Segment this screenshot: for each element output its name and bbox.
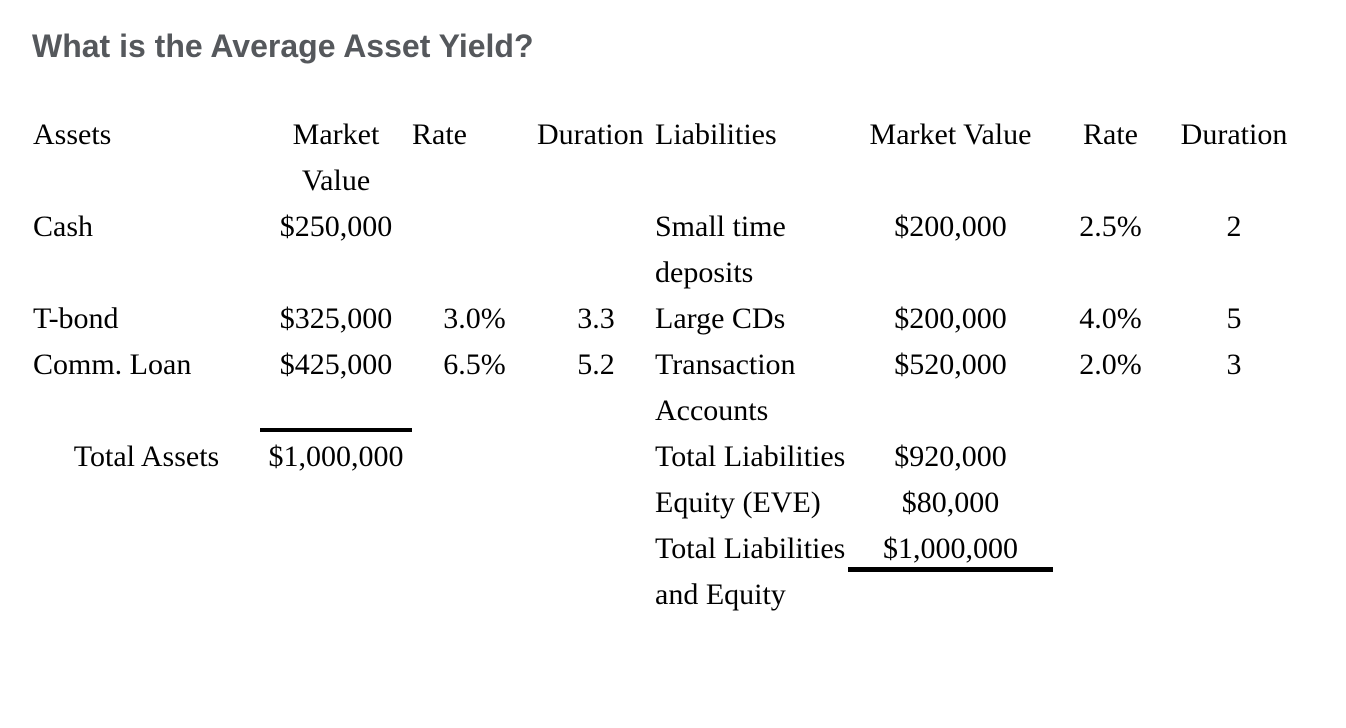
empty-cell: [1053, 480, 1168, 526]
empty-cell: [1168, 526, 1300, 618]
empty-cell: [260, 526, 412, 618]
empty-cell: [1053, 526, 1168, 618]
total-liab-equity-value-cell: $1,000,000: [883, 532, 1018, 565]
empty-cell: [537, 526, 655, 618]
assets-market-value-column-header: Market Value: [292, 118, 380, 197]
liability-rate-cell: 2.0%: [1079, 348, 1142, 381]
assets-duration-column-header: Duration: [537, 118, 644, 151]
empty-cell: [537, 480, 655, 526]
liabilities-column-header: Liabilities: [655, 118, 777, 151]
empty-cell: [33, 526, 260, 618]
liabilities-market-value-column-header: Market Value: [869, 118, 1032, 151]
liability-duration-cell: 2: [1226, 210, 1242, 243]
total-liabilities-value-cell: $920,000: [894, 440, 1007, 473]
empty-cell: [1168, 480, 1300, 526]
assets-column-header: Assets: [33, 118, 112, 151]
asset-name-cell: Comm. Loan: [33, 348, 192, 381]
liability-duration-cell: 3: [1226, 348, 1242, 381]
total-assets-value-cell: $1,000,000: [268, 440, 404, 473]
liability-name-cell: Small time deposits: [655, 210, 786, 289]
table-row-total-liab-equity: Total Liabilities and Equity $1,000,000: [33, 526, 1300, 618]
empty-cell: [412, 480, 537, 526]
empty-cell: [260, 480, 412, 526]
empty-cell: [412, 434, 537, 480]
liability-name-cell: Transaction Accounts: [655, 348, 796, 427]
empty-cell: [1053, 434, 1168, 480]
empty-cell: [537, 434, 655, 480]
page-title: What is the Average Asset Yield?: [32, 28, 534, 65]
asset-rate-cell: 6.5%: [443, 348, 506, 381]
total-liab-equity-label-cell: Total Liabilities and Equity: [655, 532, 846, 611]
balance-sheet-table: Assets Market Value Rate Duration Liabil…: [33, 112, 1300, 618]
equity-value-cell: $80,000: [901, 486, 1000, 519]
total-assets-label-cell: Total Assets: [73, 440, 220, 473]
liability-market-value-cell: $520,000: [894, 348, 1007, 381]
assets-rate-column-header: Rate: [412, 118, 467, 151]
liability-rate-cell: 4.0%: [1079, 302, 1142, 335]
asset-market-value-cell: $425,000: [279, 348, 393, 381]
asset-duration-cell: 5.2: [577, 348, 615, 381]
liabilities-duration-column-header: Duration: [1180, 118, 1288, 151]
liability-rate-cell: 2.5%: [1079, 210, 1142, 243]
asset-name-cell: Cash: [33, 210, 93, 243]
asset-duration-cell: 3.3: [577, 302, 615, 335]
asset-market-value-cell: $250,000: [279, 210, 393, 243]
asset-market-value-cell: $325,000: [279, 302, 393, 335]
liability-duration-cell: 5: [1226, 302, 1242, 335]
asset-rate-cell: 3.0%: [443, 302, 506, 335]
table-header-row: Assets Market Value Rate Duration Liabil…: [33, 112, 1300, 204]
empty-cell: [412, 526, 537, 618]
equity-label-cell: Equity (EVE): [655, 486, 821, 519]
asset-duration-cell: [537, 204, 655, 296]
asset-name-cell: T-bond: [33, 302, 119, 335]
liability-market-value-cell: $200,000: [894, 210, 1007, 243]
liability-market-value-cell: $200,000: [894, 302, 1007, 335]
empty-cell: [33, 480, 260, 526]
table-row-cash-smalltime: Cash $250,000 Small time deposits $200,0…: [33, 204, 1300, 296]
equity-total-rule: [848, 567, 1053, 572]
table-row-totals: Total Assets $1,000,000 Total Liabilitie…: [33, 434, 1300, 480]
liability-name-cell: Large CDs: [655, 302, 786, 335]
table-row-commloan-transaction: Comm. Loan $425,000 6.5% 5.2 Transaction…: [33, 342, 1300, 434]
liabilities-rate-column-header: Rate: [1083, 118, 1138, 151]
table-row-tbond-largecds: T-bond $325,000 3.0% 3.3 Large CDs $200,…: [33, 296, 1300, 342]
table-row-equity: Equity (EVE) $80,000: [33, 480, 1300, 526]
total-liabilities-label-cell: Total Liabilities: [655, 440, 846, 473]
total-assets-rule: [260, 428, 412, 432]
asset-rate-cell: [412, 204, 537, 296]
empty-cell: [1168, 434, 1300, 480]
